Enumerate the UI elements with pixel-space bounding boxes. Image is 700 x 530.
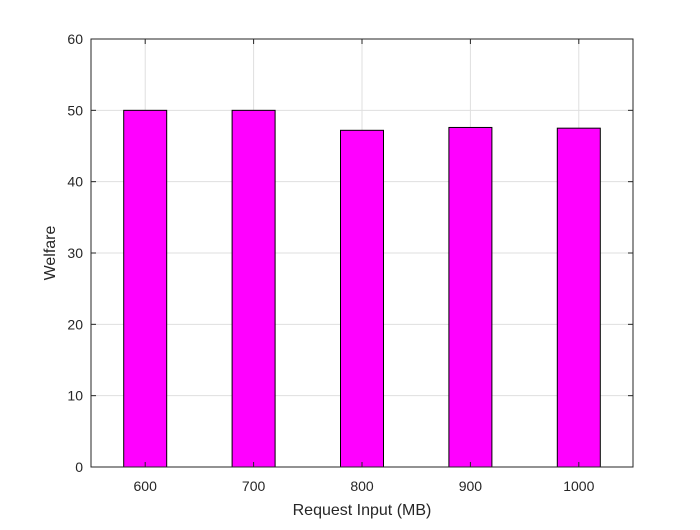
y-tick-label: 30: [67, 245, 83, 261]
y-tick-labels: 0 10 20 30 40 50 60: [67, 31, 83, 475]
y-tick-label: 50: [67, 102, 83, 118]
y-tick-label: 40: [67, 174, 83, 190]
y-tick-label: 10: [67, 388, 83, 404]
y-axis-label: Welfare: [42, 225, 59, 280]
tick-marks: [91, 38, 633, 468]
x-axis-label: Request Input (MB): [293, 502, 432, 519]
y-tick-label: 20: [67, 316, 83, 332]
x-tick-label: 600: [134, 478, 158, 494]
bar-800: [340, 129, 384, 468]
x-tick-label: 800: [350, 478, 374, 494]
bar-900: [448, 126, 493, 468]
bar-600: [123, 109, 168, 468]
bar-700: [231, 109, 276, 468]
x-tick-label: 700: [242, 478, 266, 494]
y-tick-label: 0: [75, 459, 83, 475]
y-tick-label: 60: [67, 31, 83, 47]
x-tick-label: 900: [459, 478, 483, 494]
x-tick-labels: 600 700 800 900 1000: [134, 478, 595, 494]
x-tick-label: 1000: [563, 478, 594, 494]
bar-1000: [556, 127, 601, 468]
bars: [123, 109, 601, 468]
